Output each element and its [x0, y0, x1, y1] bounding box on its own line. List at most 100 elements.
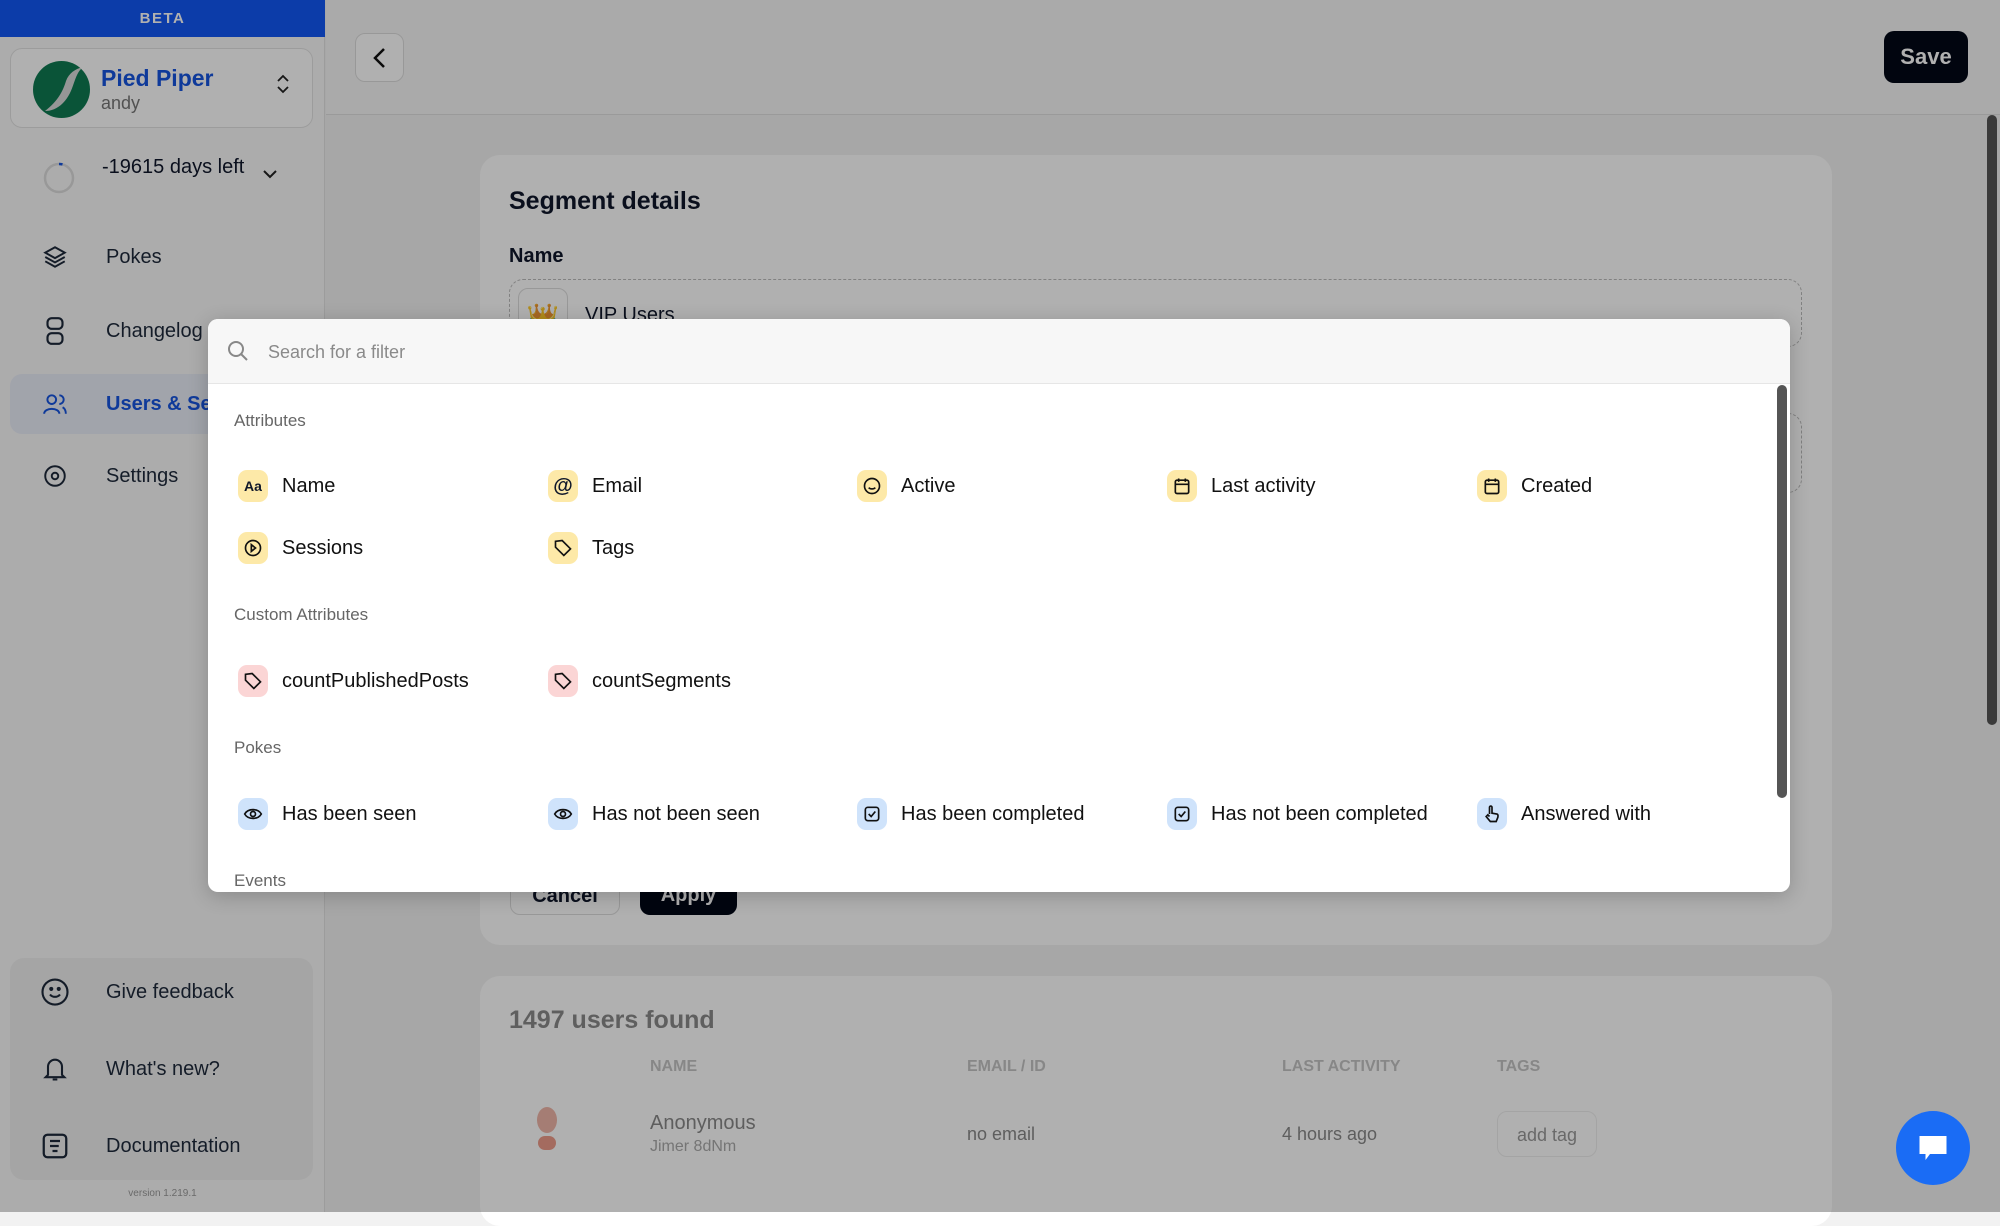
save-button[interactable]: Save: [1884, 31, 1968, 83]
user-id: Jimer 8dNm: [650, 1138, 737, 1155]
section-title-pokes: Pokes: [234, 738, 282, 757]
sidebar-item-label: Changelog: [106, 319, 203, 342]
smiley-icon: [857, 470, 887, 502]
filter-option-label: Sessions: [282, 536, 364, 559]
segment-details-title: Segment details: [509, 187, 701, 215]
filter-option-has-been-completed[interactable]: Has been completed: [857, 796, 1084, 832]
bell-icon: [40, 1054, 70, 1084]
sidebar-item-changelog[interactable]: Changelog: [10, 301, 313, 361]
filter-option-created[interactable]: Created: [1477, 468, 1592, 504]
filter-option-label: Tags: [592, 536, 635, 559]
avatar: [532, 1106, 562, 1152]
version-text: version 1.219.1: [128, 1188, 197, 1199]
text-aa-icon: Aa: [238, 470, 268, 502]
filter-option-label: Last activity: [1211, 474, 1316, 497]
filter-option-countpublishedposts[interactable]: countPublishedPosts: [238, 663, 469, 699]
play-circle-icon: [238, 532, 268, 564]
column-header-tags: TAGS: [1497, 1058, 1541, 1075]
org-name: Pied Piper: [101, 65, 214, 91]
documentation-button[interactable]: Documentation: [10, 1116, 313, 1176]
section-title-attributes: Attributes: [234, 411, 306, 430]
beta-banner: BETA: [0, 0, 325, 37]
filter-search-bar: [208, 319, 1790, 384]
column-header-name: NAME: [650, 1058, 698, 1075]
sidebar-item-label: Pokes: [106, 245, 162, 268]
calendar-icon: [1477, 470, 1507, 502]
filter-option-sessions[interactable]: Sessions: [238, 530, 363, 566]
filter-option-label: Has not been seen: [592, 802, 760, 825]
users-icon: [40, 389, 70, 419]
page-scrollbar[interactable]: [1987, 115, 1997, 725]
back-button[interactable]: [355, 33, 404, 82]
org-user: andy: [101, 93, 141, 113]
sidebar-item-settings[interactable]: Settings: [10, 446, 313, 506]
documentation-label: Documentation: [106, 1134, 241, 1157]
filter-option-label: Has not been completed: [1211, 802, 1428, 825]
top-bar: [326, 0, 2000, 115]
filter-option-countsegments[interactable]: countSegments: [548, 663, 731, 699]
filter-option-active[interactable]: Active: [857, 468, 955, 504]
eye-icon: [548, 798, 578, 830]
chevron-down-icon: [263, 170, 277, 179]
org-logo: [33, 61, 90, 118]
filter-option-tags[interactable]: Tags: [548, 530, 634, 566]
filter-option-last-activity[interactable]: Last activity: [1167, 468, 1315, 504]
section-title-custom-attributes: Custom Attributes: [234, 605, 369, 624]
user-email: no email: [967, 1124, 1036, 1144]
chevron-up-down-icon: [276, 73, 290, 95]
filter-option-label: countPublishedPosts: [282, 669, 469, 692]
search-icon: [228, 341, 248, 361]
help-card: Give feedback What's new? Documentation: [10, 958, 313, 1180]
filter-option-name[interactable]: Aa Name: [238, 468, 335, 504]
filter-option-has-not-been-seen[interactable]: Has not been seen: [548, 796, 760, 832]
calendar-icon: [1167, 470, 1197, 502]
give-feedback-button[interactable]: Give feedback: [10, 962, 313, 1022]
document-icon: [40, 1131, 70, 1161]
chevron-left-icon: [372, 47, 385, 68]
trial-days-dropdown[interactable]: -19615 days left: [40, 155, 300, 210]
checkbox-icon: [857, 798, 887, 830]
give-feedback-label: Give feedback: [106, 980, 234, 1003]
sidebar-item-label: Settings: [106, 464, 179, 487]
gear-icon: [40, 461, 70, 491]
at-icon: @: [548, 470, 578, 502]
filter-option-email[interactable]: @ Email: [548, 468, 642, 504]
filter-option-label: Created: [1521, 474, 1593, 497]
filter-option-label: Has been completed: [901, 802, 1085, 825]
column-header-email: EMAIL / ID: [967, 1058, 1046, 1075]
filter-picker-modal: Attributes Aa Name @ Email Active Last act…: [208, 319, 1790, 892]
layers-icon: [40, 242, 70, 272]
section-title-events: Events: [234, 871, 286, 890]
filter-option-label: Name: [282, 474, 336, 497]
progress-ring-icon: [43, 162, 75, 194]
sidebar-item-pokes[interactable]: Pokes: [10, 227, 313, 287]
name-label: Name: [509, 245, 564, 267]
filter-option-has-been-seen[interactable]: Has been seen: [238, 796, 417, 832]
changelog-icon: [40, 316, 70, 346]
whats-new-button[interactable]: What's new?: [10, 1039, 313, 1099]
modal-scrollbar[interactable]: [1777, 385, 1787, 798]
filter-option-label: Active: [901, 474, 956, 497]
checkbox-icon: [1167, 798, 1197, 830]
pointer-hand-icon: [1477, 798, 1507, 830]
tag-icon: [238, 665, 268, 697]
filter-option-label: Email: [592, 474, 643, 497]
tag-icon: [548, 665, 578, 697]
chat-launcher-button[interactable]: [1896, 1111, 1970, 1185]
filter-search-input[interactable]: [268, 337, 1668, 367]
filter-option-has-not-been-completed[interactable]: Has not been completed: [1167, 796, 1428, 832]
org-switcher[interactable]: Pied Piper andy: [10, 48, 313, 128]
tag-icon: [548, 532, 578, 564]
whats-new-label: What's new?: [106, 1057, 220, 1080]
filter-option-answered-with[interactable]: Answered with: [1477, 796, 1651, 832]
smiley-icon: [40, 977, 70, 1007]
column-header-last-activity: LAST ACTIVITY: [1282, 1058, 1401, 1075]
add-tag-button[interactable]: add tag: [1497, 1111, 1597, 1157]
user-last-activity: 4 hours ago: [1282, 1124, 1378, 1144]
filter-option-label: countSegments: [592, 669, 731, 692]
filter-option-label: Answered with: [1521, 802, 1652, 825]
trial-days-text: -19615 days left: [102, 156, 245, 178]
user-name[interactable]: Anonymous: [650, 1112, 756, 1134]
users-card: 1497 users found NAME EMAIL / ID LAST AC…: [480, 976, 1832, 1226]
users-found-title: 1497 users found: [509, 1006, 715, 1034]
